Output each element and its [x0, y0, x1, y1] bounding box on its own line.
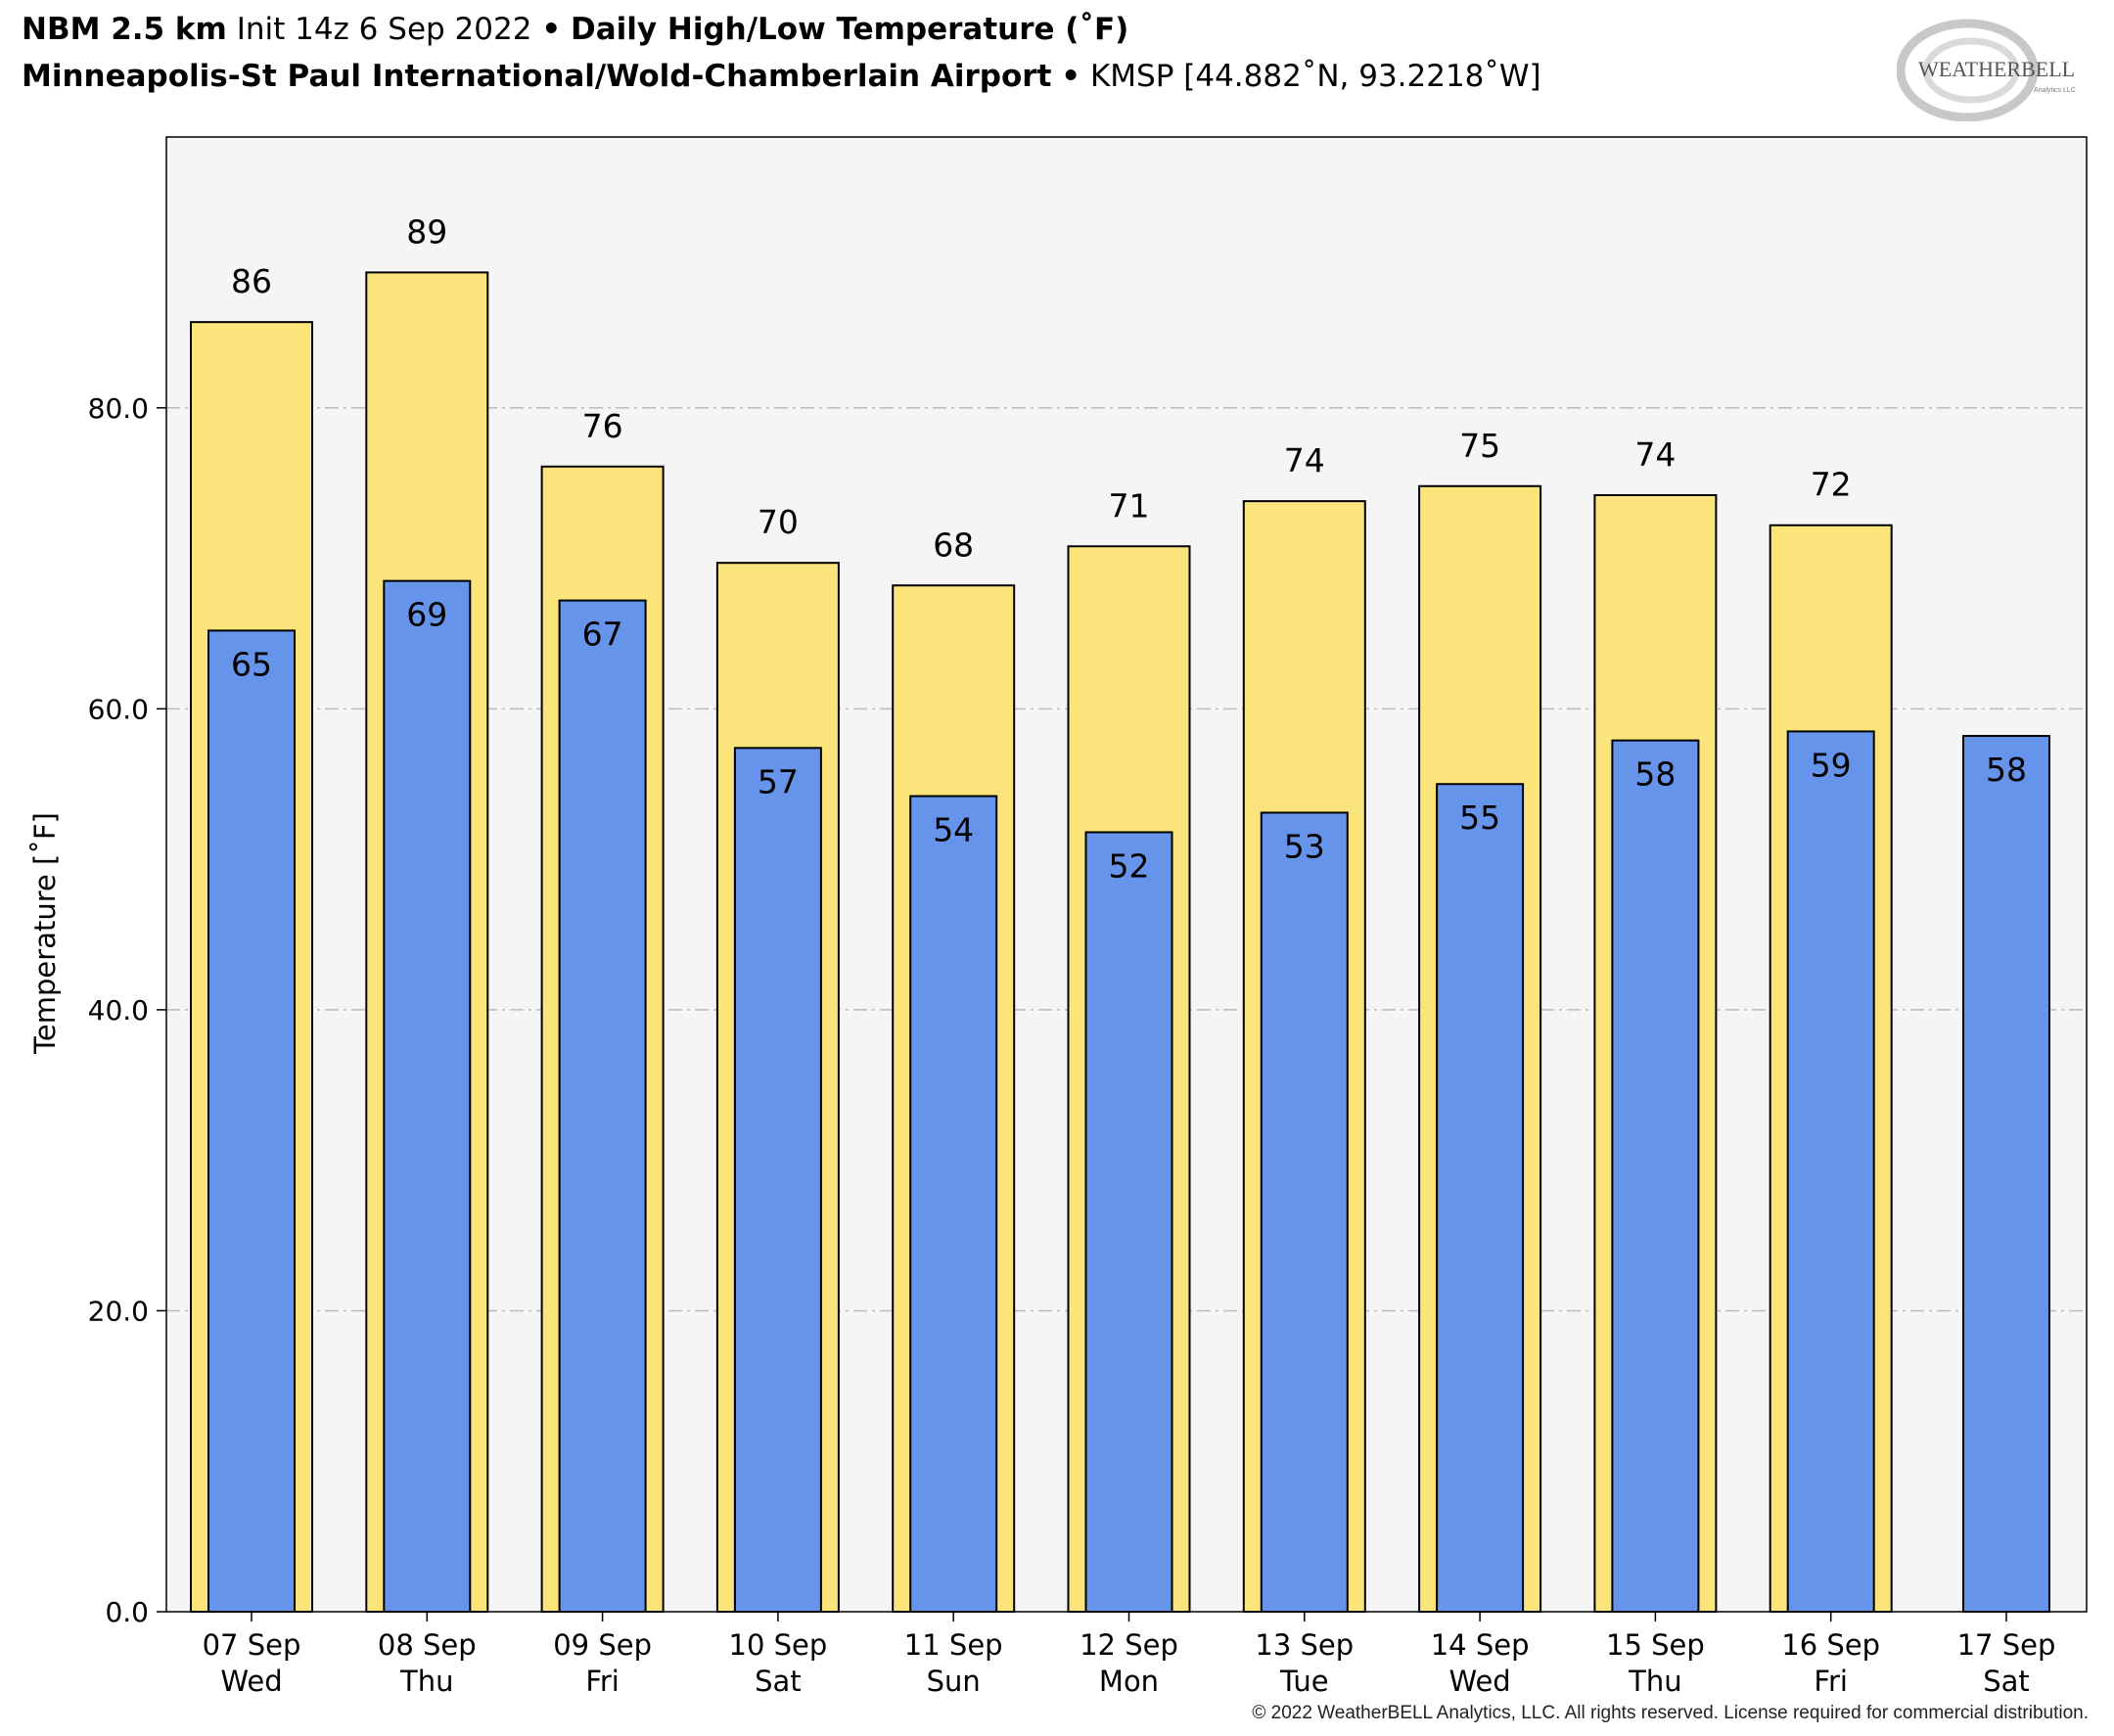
init-time: Init 14z 6 Sep 2022	[236, 12, 532, 47]
chart-title-line-2: Minneapolis-St Paul International/Wold-C…	[22, 59, 1541, 94]
y-axis-label: Temperature [˚F]	[28, 812, 62, 1055]
x-tick-label-date: 14 Sep	[1431, 1628, 1530, 1662]
x-tick-label-day: Sat	[1983, 1665, 2030, 1698]
bar-layer: 86 65 89 69 76 67 70 57 68 54 71 52 74 53 75 55 74 58 72 59…	[190, 212, 2050, 1614]
title-bullet-2: •	[1061, 59, 1081, 94]
x-tick-label-date: 16 Sep	[1781, 1628, 1880, 1662]
high-temp-label: 74	[1284, 441, 1325, 480]
y-tick-label: 80.0	[88, 392, 149, 425]
low-temp-label: 65	[231, 645, 272, 683]
copyright-notice: © 2022 WeatherBELL Analytics, LLC. All r…	[1252, 1703, 2089, 1723]
low-temp-label: 53	[1284, 827, 1325, 865]
x-tick-label-date: 17 Sep	[1957, 1628, 2056, 1662]
high-temp-label: 72	[1811, 466, 1852, 504]
low-temp-bar	[1084, 831, 1173, 1613]
x-tick-label-date: 11 Sep	[904, 1628, 1003, 1662]
y-tick-label: 0.0	[105, 1596, 149, 1628]
station-info: KMSP [44.882˚N, 93.2218˚W]	[1089, 59, 1541, 94]
x-tick-label-date: 12 Sep	[1080, 1628, 1178, 1662]
high-temp-label: 71	[1109, 486, 1150, 525]
product-name: Daily High/Low Temperature (˚F)	[571, 12, 1129, 47]
low-temp-bar	[909, 795, 998, 1613]
x-tick-label-day: Thu	[1628, 1665, 1681, 1698]
low-temp-bar	[1436, 783, 1525, 1613]
title-bullet: •	[541, 12, 562, 47]
low-temp-label: 58	[1986, 751, 2027, 789]
plot-frame	[165, 136, 2088, 1613]
low-temp-bar	[1962, 735, 2050, 1613]
x-tick-label-date: 15 Sep	[1606, 1628, 1705, 1662]
low-temp-label: 59	[1811, 746, 1852, 784]
x-tick-label-day: Mon	[1099, 1665, 1159, 1698]
high-temp-label: 75	[1459, 427, 1500, 465]
low-temp-label: 58	[1634, 755, 1676, 794]
x-tick-label-day: Fri	[585, 1665, 620, 1698]
x-tick-label-day: Wed	[220, 1665, 282, 1698]
x-tick-label-day: Thu	[399, 1665, 453, 1698]
low-temp-label: 52	[1109, 846, 1150, 885]
y-tick-label: 40.0	[88, 994, 149, 1027]
x-tick-label-date: 13 Sep	[1255, 1628, 1354, 1662]
weatherbell-logo: WEATHERBELL Analytics LLC	[1897, 19, 2076, 121]
high-temp-label: 86	[231, 262, 272, 300]
x-tick-label-day: Wed	[1448, 1665, 1510, 1698]
low-temp-bar	[207, 629, 296, 1613]
high-temp-label: 74	[1634, 435, 1676, 474]
low-temp-bar	[733, 747, 822, 1613]
x-tick-label-date: 10 Sep	[729, 1628, 828, 1662]
station-name: Minneapolis-St Paul International/Wold-C…	[22, 59, 1052, 94]
high-temp-label: 68	[933, 525, 974, 564]
low-temp-bar	[1260, 811, 1349, 1613]
logo-text: WEATHERBELL	[1918, 57, 2075, 81]
low-temp-label: 55	[1459, 799, 1500, 837]
x-tick-label-day: Fri	[1814, 1665, 1848, 1698]
x-tick-label-date: 07 Sep	[203, 1628, 301, 1662]
high-temp-label: 89	[406, 212, 447, 251]
high-temp-label: 76	[582, 407, 623, 445]
chart-title-line-1: NBM 2.5 km Init 14z 6 Sep 2022 • Daily H…	[22, 12, 1128, 47]
high-temp-label: 70	[758, 503, 799, 541]
low-temp-bar	[1611, 739, 1700, 1613]
low-temp-label: 67	[582, 616, 623, 654]
x-tick-label-day: Sun	[927, 1665, 981, 1698]
low-temp-bar	[558, 599, 647, 1614]
logo-subtext: Analytics LLC	[2034, 87, 2076, 94]
low-temp-bar	[383, 579, 472, 1614]
low-temp-label: 57	[758, 762, 799, 800]
x-tick-label-date: 09 Sep	[553, 1628, 652, 1662]
x-tick-label-date: 08 Sep	[378, 1628, 477, 1662]
model-name: NBM 2.5 km	[22, 12, 227, 47]
low-temp-label: 69	[406, 596, 447, 634]
y-tick-label: 20.0	[88, 1295, 149, 1327]
y-tick-label: 60.0	[88, 693, 149, 725]
low-temp-bar	[1786, 730, 1875, 1613]
x-tick-label-day: Tue	[1279, 1665, 1329, 1698]
low-temp-label: 54	[933, 811, 974, 849]
x-tick-label-day: Sat	[755, 1665, 802, 1698]
